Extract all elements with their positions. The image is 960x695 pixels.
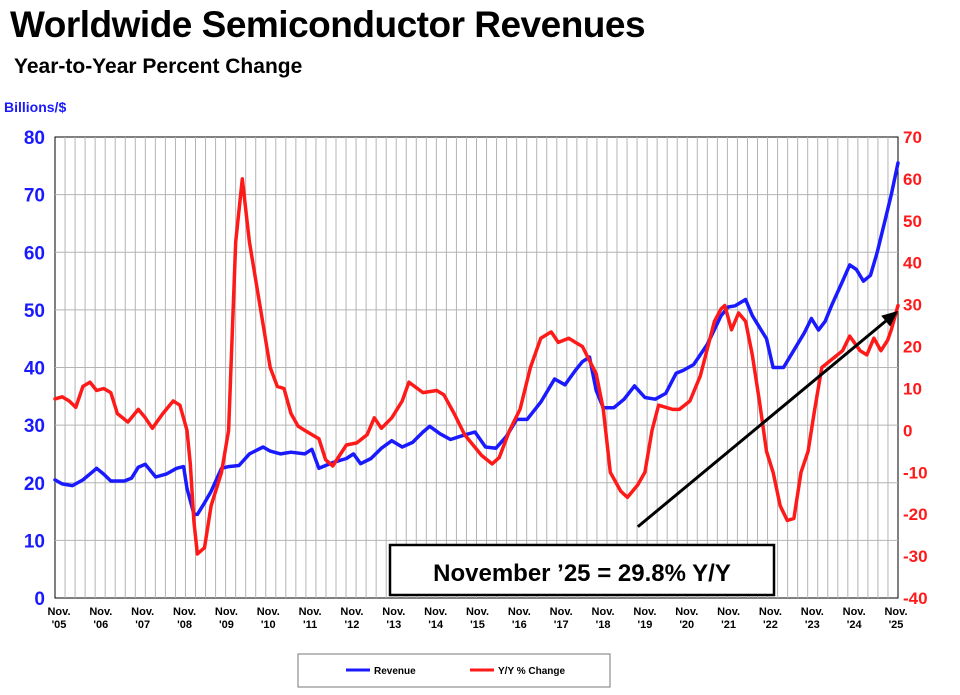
x-axis-tick-year: '05 bbox=[52, 619, 67, 631]
x-axis-tick-year: '14 bbox=[428, 619, 444, 631]
right-axis-tick-label: 0 bbox=[903, 421, 912, 440]
x-axis-tick-year: '09 bbox=[219, 619, 234, 631]
left-axis-tick-label: 60 bbox=[24, 243, 45, 264]
x-axis-tick-label: Nov. bbox=[592, 606, 615, 618]
x-axis-tick-label: Nov. bbox=[550, 606, 573, 618]
x-axis-tick-label: Nov. bbox=[131, 606, 154, 618]
x-axis-tick-label: Nov. bbox=[843, 606, 866, 618]
x-axis-tick-year: '23 bbox=[805, 619, 820, 631]
x-axis-tick-year: '25 bbox=[889, 619, 904, 631]
right-axis-tick-label: 50 bbox=[903, 212, 922, 231]
x-axis-tick-label: Nov. bbox=[508, 606, 531, 618]
left-axis-tick-label: 50 bbox=[24, 301, 45, 322]
left-axis-tick-label: 40 bbox=[24, 359, 45, 380]
left-axis-tick-label: 20 bbox=[24, 474, 45, 495]
x-axis-tick-label: Nov. bbox=[173, 606, 196, 618]
x-axis-tick-label: Nov. bbox=[633, 606, 656, 618]
x-axis-tick-label: Nov. bbox=[215, 606, 238, 618]
callout-box bbox=[388, 543, 776, 597]
x-axis-tick-label: Nov. bbox=[424, 606, 447, 618]
x-axis-tick-year: '07 bbox=[135, 619, 150, 631]
trend-arrow-head bbox=[881, 310, 898, 327]
right-axis-tick-label: 60 bbox=[903, 170, 922, 189]
x-axis-tick-year: '19 bbox=[637, 619, 652, 631]
left-axis-tick-label: 70 bbox=[24, 186, 45, 207]
right-axis-tick-label: 30 bbox=[903, 296, 922, 315]
x-axis-tick-year: '08 bbox=[177, 619, 192, 631]
left-axis-tick-label: 0 bbox=[34, 589, 45, 610]
left-axis-tick-label: 30 bbox=[24, 416, 45, 437]
x-axis-tick-label: Nov. bbox=[884, 606, 907, 618]
left-axis-unit-label: Billions/$ bbox=[4, 99, 67, 115]
callout-text: November ’25 = 29.8% Y/Y bbox=[433, 560, 731, 587]
chart-title: Worldwide Semiconductor Revenues bbox=[10, 4, 646, 45]
right-axis-ticks: -40 -30 -20 -10 0 10 20 30 40 50 60 70 bbox=[903, 128, 928, 608]
x-axis-tick-year: '24 bbox=[847, 619, 863, 631]
x-axis-tick-label: Nov. bbox=[801, 606, 824, 618]
x-axis-tick-label: Nov. bbox=[89, 606, 112, 618]
x-axis-tick-year: '06 bbox=[93, 619, 108, 631]
x-axis-tick-year: '18 bbox=[596, 619, 611, 631]
right-axis-tick-label: 70 bbox=[903, 128, 922, 147]
x-axis-tick-year: '15 bbox=[470, 619, 485, 631]
left-axis-ticks: 0 10 20 30 40 50 60 70 80 bbox=[24, 128, 45, 610]
right-axis-tick-label: -30 bbox=[903, 547, 928, 566]
right-axis-tick-label: -10 bbox=[903, 463, 928, 482]
x-axis-tick-label: Nov. bbox=[47, 606, 70, 618]
chart-subtitle: Year-to-Year Percent Change bbox=[14, 55, 303, 78]
legend-label-revenue: Revenue bbox=[374, 666, 416, 677]
right-axis-tick-label: 40 bbox=[903, 254, 922, 273]
x-axis-tick-year: '10 bbox=[261, 619, 276, 631]
x-axis-tick-label: Nov. bbox=[759, 606, 782, 618]
x-axis-tick-year: '20 bbox=[679, 619, 694, 631]
x-axis-tick-label: Nov. bbox=[257, 606, 280, 618]
x-axis-tick-label: Nov. bbox=[675, 606, 698, 618]
x-axis-tick-year: '22 bbox=[763, 619, 778, 631]
series-line-yoy-change bbox=[53, 177, 900, 556]
trend-arrow-line bbox=[636, 319, 887, 528]
series-line-revenue bbox=[53, 161, 900, 517]
x-axis-tick-year: '12 bbox=[345, 619, 360, 631]
left-axis-tick-label: 10 bbox=[24, 531, 45, 552]
x-axis-tick-year: '13 bbox=[386, 619, 401, 631]
x-axis-tick-year: '16 bbox=[512, 619, 527, 631]
right-axis-tick-label: 20 bbox=[903, 338, 922, 357]
x-axis-ticks: Nov.'05Nov.'06Nov.'07Nov.'08Nov.'09Nov.'… bbox=[47, 606, 907, 631]
left-axis-tick-label: 80 bbox=[24, 128, 45, 149]
x-axis-tick-year: '11 bbox=[303, 619, 317, 631]
right-axis-tick-label: -40 bbox=[903, 589, 928, 608]
x-axis-tick-label: Nov. bbox=[717, 606, 740, 618]
x-axis-tick-label: Nov. bbox=[382, 606, 405, 618]
right-axis-tick-label: -20 bbox=[903, 505, 928, 524]
legend-label-yoy-change: Y/Y % Change bbox=[498, 666, 565, 677]
x-axis-tick-year: '21 bbox=[721, 619, 736, 631]
x-axis-tick-label: Nov. bbox=[340, 606, 363, 618]
x-axis-tick-year: '17 bbox=[554, 619, 569, 631]
x-axis-tick-label: Nov. bbox=[299, 606, 322, 618]
right-axis-tick-label: 10 bbox=[903, 379, 922, 398]
x-axis-tick-label: Nov. bbox=[466, 606, 489, 618]
